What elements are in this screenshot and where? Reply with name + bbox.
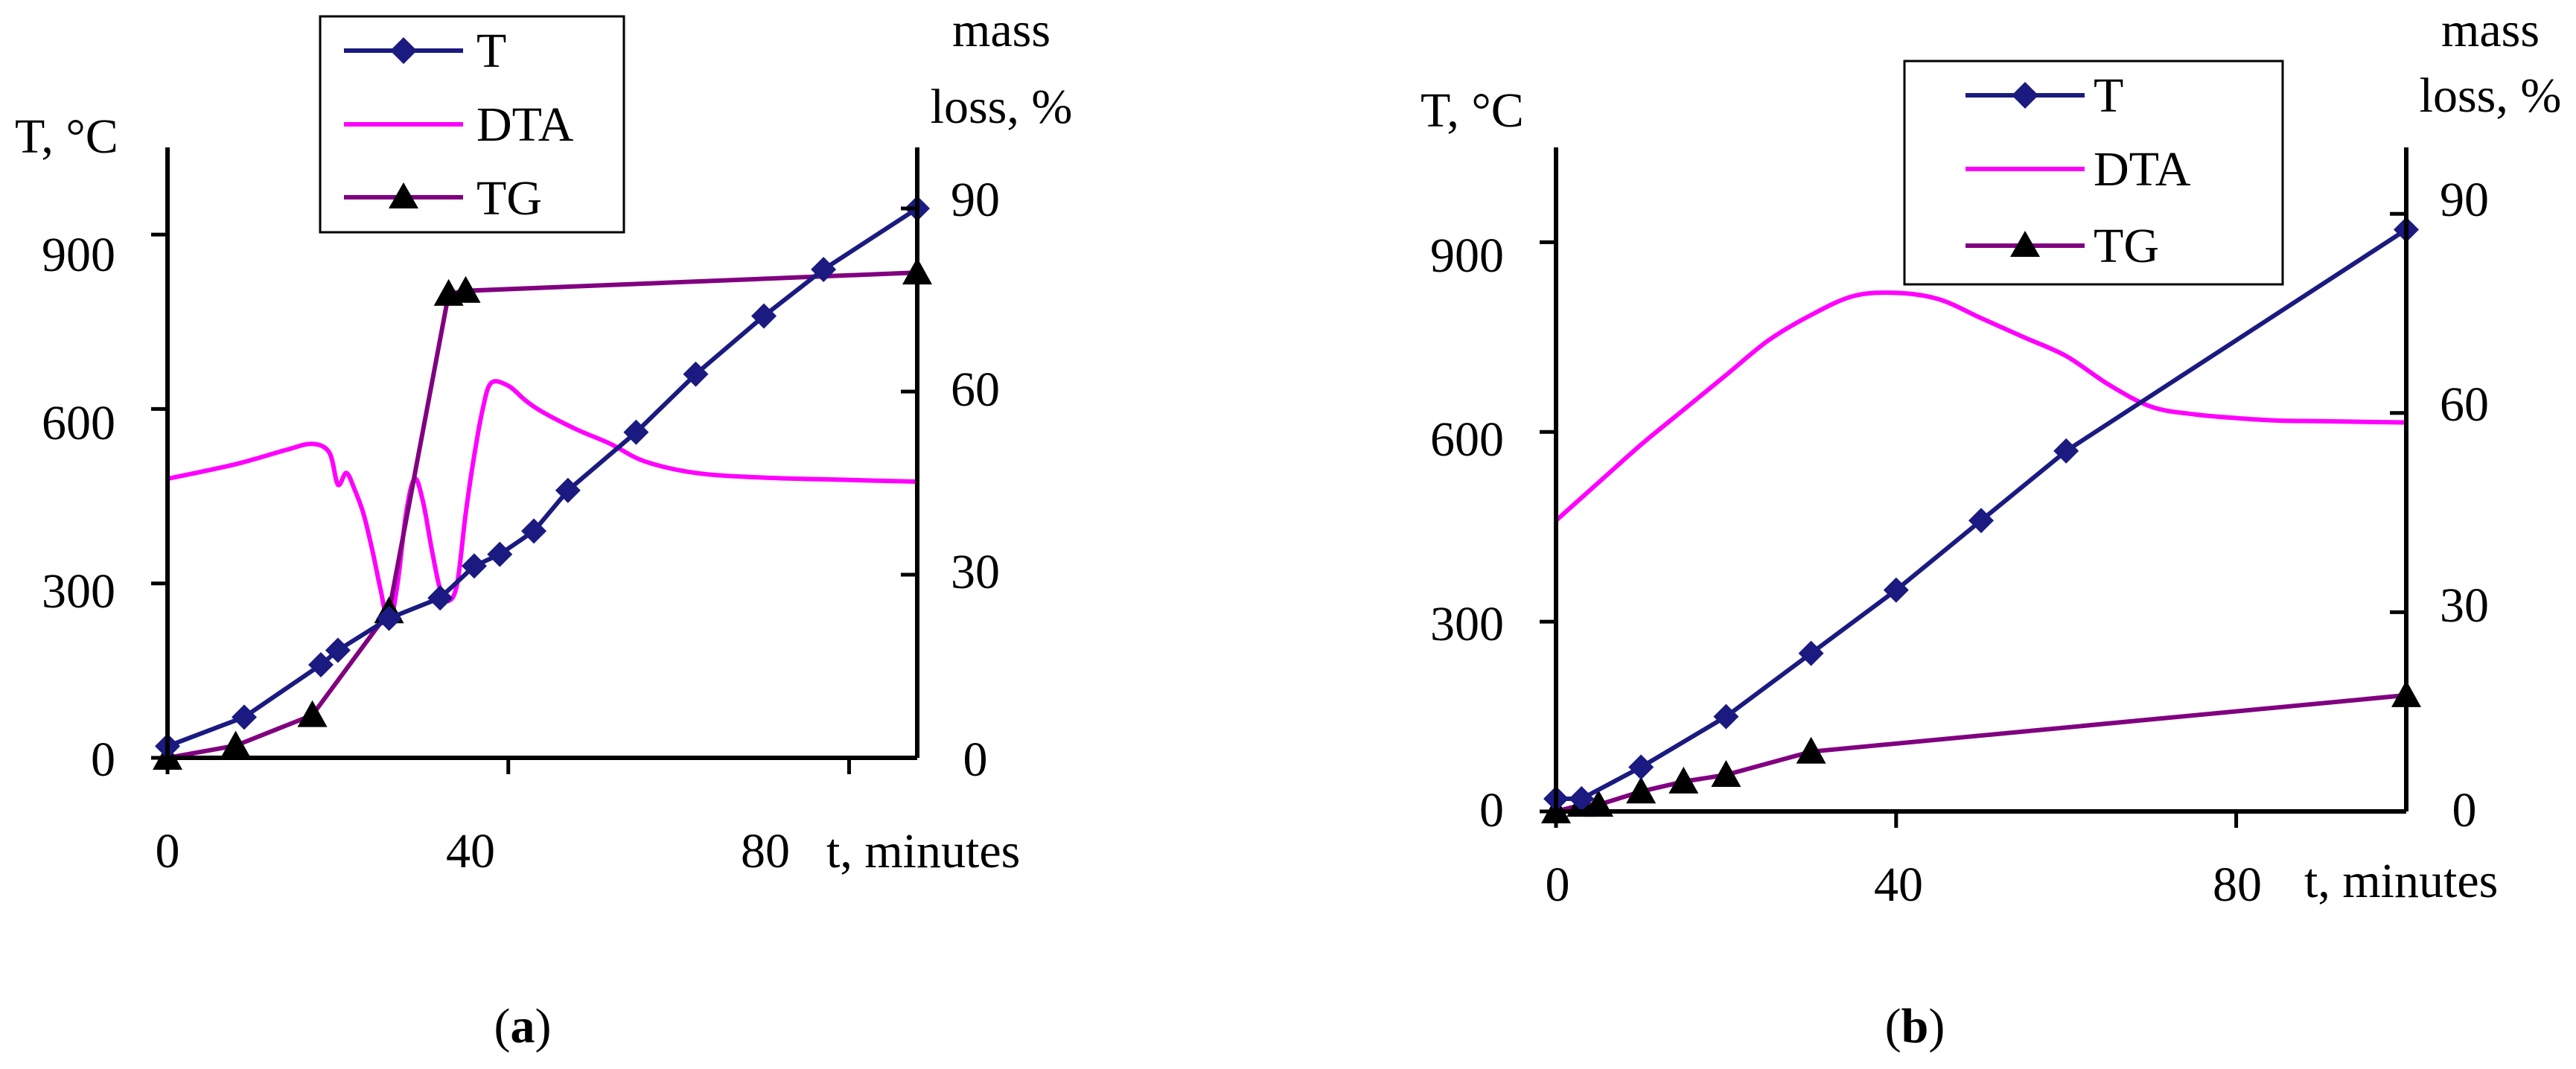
- chart-a-point-tg: [450, 275, 481, 303]
- chart-b-series-tg-line: [1555, 692, 2407, 814]
- chart-a-yleft-tick: 600: [42, 396, 115, 450]
- chart-a-yright-tick: 30: [951, 545, 1000, 599]
- chart-a-point-t: [623, 419, 649, 445]
- chart-a-point-t: [751, 303, 777, 329]
- chart-a-yright-tick: 0: [963, 733, 988, 787]
- chart-b-series-dta-line: [1554, 290, 2407, 523]
- chart-b-point-t: [1883, 577, 1909, 603]
- chart-a-point-t: [231, 704, 257, 730]
- chart-b-yleft-tick: 600: [1430, 412, 1504, 467]
- chart-a-point-t: [487, 541, 513, 567]
- chart-b-point-tg: [1668, 766, 1699, 794]
- chart-b-point-t: [1628, 754, 1654, 780]
- chart-a-point-t: [307, 652, 334, 678]
- chart-b: 0 300 600 900 0 30 60 90 0 40 80 T, °C m…: [1421, 3, 2561, 1053]
- chart-b-x-tick: 0: [1546, 858, 1570, 912]
- chart-b-legend-label-tg: TG: [2094, 219, 2159, 273]
- chart-a-legend: T DTA TG: [319, 15, 625, 234]
- chart-b-legend-marker-tg: [2010, 231, 2040, 257]
- chart-b-legend-label-dta: DTA: [2094, 142, 2191, 197]
- chart-b-ylabel-right-line1: mass: [2441, 3, 2540, 57]
- chart-b-ylabel-left: T, °C: [1421, 83, 1524, 138]
- chart-b-point-t: [1713, 703, 1739, 730]
- chart-b-ylabel-right-line2: loss, %: [2420, 68, 2562, 123]
- chart-a-point-tg: [220, 730, 251, 758]
- chart-a-ylabel-right-line1: mass: [952, 3, 1051, 57]
- chart-a-series-tg-line: [167, 270, 918, 760]
- chart-b-plot: [1541, 217, 2421, 823]
- chart-a-yleft-tick: 900: [42, 228, 115, 282]
- chart-a-point-t: [427, 585, 453, 611]
- chart-b-yright-tick: 90: [2440, 173, 2489, 227]
- chart-a-point-t: [811, 257, 837, 282]
- chart-b-point-t: [1968, 508, 1994, 534]
- chart-a-yleft-tick: 300: [42, 564, 115, 619]
- chart-a-caption-letter: a: [511, 999, 535, 1053]
- chart-b-caption: (b): [1885, 999, 1945, 1053]
- chart-a-point-t: [683, 361, 709, 387]
- chart-b-legend-label-t: T: [2094, 68, 2123, 123]
- chart-b-ticks: [1540, 211, 2406, 828]
- chart-b-point-tg: [1711, 759, 1741, 787]
- chart-a-ylabel-right-line2: loss, %: [931, 80, 1073, 134]
- chart-b-x-tick: 40: [1874, 858, 1923, 912]
- chart-a-legend-marker-t: [390, 37, 417, 64]
- chart-a-caption: (a): [494, 999, 552, 1053]
- chart-a-point-t: [376, 605, 402, 631]
- chart-a-point-t: [521, 518, 547, 544]
- chart-a-x-tick: 40: [446, 824, 495, 878]
- chart-b-yleft-tick: 900: [1430, 229, 1504, 283]
- chart-a-yright-tick: 60: [951, 363, 1000, 417]
- chart-b-legend: T DTA TG: [1903, 60, 2284, 286]
- chart-b-x-tick: 80: [2213, 858, 2262, 912]
- chart-a-xlabel: t, minutes: [826, 824, 1020, 878]
- chart-b-legend-marker-t: [2012, 82, 2038, 109]
- chart-a-series-dta-line: [167, 379, 918, 627]
- chart-a-ylabel-left: T, °C: [15, 109, 118, 164]
- chart-a: 0 300 600 900 0 30 60 90 0 40 80 T, °C m…: [15, 3, 1072, 1053]
- chart-b-yleft-tick: 300: [1430, 597, 1504, 651]
- chart-a-yleft-tick: 0: [91, 733, 115, 787]
- chart-b-point-tg: [1796, 736, 1826, 764]
- chart-a-yright-tick: 90: [951, 173, 1000, 227]
- chart-a-legend-label-tg: TG: [476, 171, 542, 226]
- chart-a-legend-label-t: T: [476, 24, 506, 78]
- chart-b-yleft-tick: 0: [1479, 783, 1504, 837]
- chart-a-legend-label-dta: DTA: [476, 98, 574, 152]
- chart-a-plot: [153, 196, 932, 770]
- chart-b-point-t: [1798, 640, 1824, 666]
- chart-a-legend-marker-tg: [389, 182, 418, 208]
- chart-a-point-t: [461, 553, 487, 579]
- chart-a-x-tick: 80: [741, 824, 790, 878]
- chart-a-ticks: [151, 206, 917, 774]
- chart-a-point-tg: [297, 700, 328, 727]
- chart-b-point-tg: [1626, 776, 1657, 804]
- chart-a-x-tick: 0: [156, 824, 180, 878]
- chart-a-point-t: [555, 477, 581, 503]
- chart-b-xlabel: t, minutes: [2304, 854, 2498, 908]
- chart-b-caption-letter: b: [1901, 999, 1929, 1053]
- chart-b-point-t: [1569, 786, 1595, 812]
- chart-b-yright-tick: 60: [2440, 377, 2489, 432]
- chart-b-yright-tick: 0: [2452, 783, 2477, 837]
- chart-b-yright-tick: 30: [2440, 578, 2489, 633]
- chart-b-point-t: [2053, 438, 2079, 464]
- chart-a-point-t: [325, 637, 351, 663]
